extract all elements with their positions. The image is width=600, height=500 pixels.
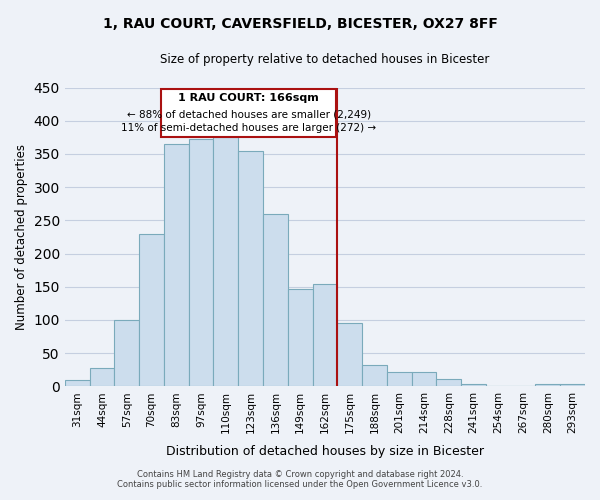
- Bar: [115, 320, 139, 386]
- Bar: [89, 368, 115, 386]
- Bar: [139, 234, 164, 386]
- Bar: [535, 384, 560, 386]
- Bar: [337, 324, 362, 386]
- Bar: [412, 372, 436, 386]
- Bar: [65, 380, 89, 386]
- Title: Size of property relative to detached houses in Bicester: Size of property relative to detached ho…: [160, 52, 490, 66]
- Bar: [188, 140, 214, 386]
- Bar: [461, 384, 486, 386]
- Bar: [214, 138, 238, 386]
- Bar: [560, 384, 585, 386]
- Bar: [161, 89, 336, 138]
- Bar: [263, 214, 288, 386]
- Text: ← 88% of detached houses are smaller (2,249): ← 88% of detached houses are smaller (2,…: [127, 109, 371, 119]
- Text: 1 RAU COURT: 166sqm: 1 RAU COURT: 166sqm: [178, 92, 319, 102]
- Bar: [362, 365, 387, 386]
- X-axis label: Distribution of detached houses by size in Bicester: Distribution of detached houses by size …: [166, 444, 484, 458]
- Text: 1, RAU COURT, CAVERSFIELD, BICESTER, OX27 8FF: 1, RAU COURT, CAVERSFIELD, BICESTER, OX2…: [103, 18, 497, 32]
- Bar: [436, 379, 461, 386]
- Bar: [313, 284, 337, 386]
- Bar: [387, 372, 412, 386]
- Bar: [288, 289, 313, 386]
- Y-axis label: Number of detached properties: Number of detached properties: [15, 144, 28, 330]
- Text: Contains HM Land Registry data © Crown copyright and database right 2024.
Contai: Contains HM Land Registry data © Crown c…: [118, 470, 482, 489]
- Text: 11% of semi-detached houses are larger (272) →: 11% of semi-detached houses are larger (…: [121, 122, 376, 132]
- Bar: [238, 150, 263, 386]
- Bar: [164, 144, 188, 386]
